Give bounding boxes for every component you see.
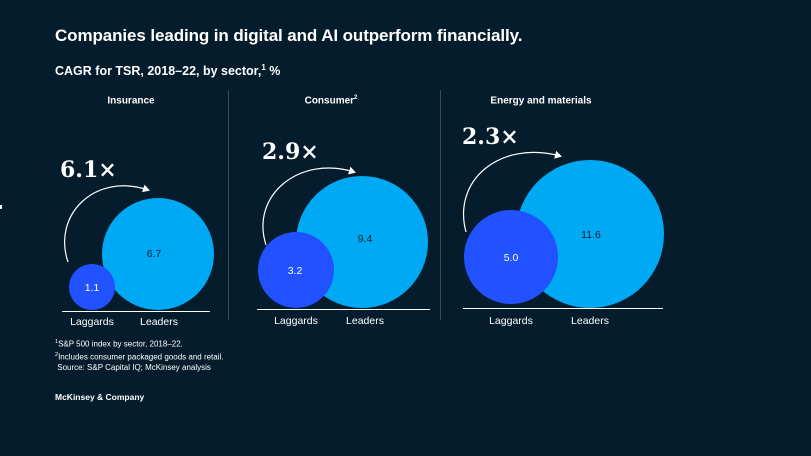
panel-title-insurance: Insurance bbox=[31, 95, 231, 106]
subtitle-footnote-ref: 1 bbox=[261, 63, 266, 72]
axis-label-laggards-energy: Laggards bbox=[489, 315, 533, 327]
footnote-source-text: Source: S&P Capital IQ; McKinsey analysi… bbox=[57, 363, 211, 373]
footnotes: 1S&P 500 index by sector, 2018–22. 2Incl… bbox=[55, 337, 224, 374]
chart-title: Companies leading in digital and AI outp… bbox=[55, 26, 523, 45]
footnote-2: 2Includes consumer packaged goods and re… bbox=[55, 350, 224, 363]
bubble-label-leaders-energy: 11.6 bbox=[581, 229, 601, 241]
brand-logo-text: McKinsey & Company bbox=[55, 392, 145, 402]
panel-divider-1 bbox=[228, 90, 229, 320]
bubble-label-laggards-insurance: 1.1 bbox=[85, 282, 100, 294]
panel-title-text: Insurance bbox=[107, 95, 155, 107]
baseline-consumer bbox=[257, 309, 430, 310]
chart-subtitle: CAGR for TSR, 2018–22, by sector,1 % bbox=[55, 63, 280, 78]
bubble-laggards-energy bbox=[464, 210, 558, 304]
panel-title-consumer: Consumer2 bbox=[231, 95, 431, 106]
edge-mark bbox=[0, 205, 2, 209]
panel-title-text: Energy and materials bbox=[490, 95, 592, 107]
bubble-laggards-consumer bbox=[258, 232, 334, 308]
panel-title-sup: 2 bbox=[354, 95, 358, 101]
multiplier-consumer: 2.9× bbox=[262, 139, 319, 165]
axis-label-leaders-consumer: Leaders bbox=[346, 315, 384, 327]
bubble-label-laggards-energy: 5.0 bbox=[504, 252, 519, 264]
axis-label-leaders-energy: Leaders bbox=[571, 315, 609, 327]
axis-label-leaders-insurance: Leaders bbox=[140, 316, 178, 328]
arrow-energy bbox=[463, 150, 562, 233]
bubble-label-leaders-insurance: 6.7 bbox=[147, 248, 162, 260]
arrow-insurance bbox=[64, 184, 150, 263]
multiplier-insurance: 6.1× bbox=[60, 157, 117, 183]
footnote-2-sup: 2 bbox=[55, 352, 59, 359]
footnote-1-sup: 1 bbox=[55, 339, 59, 345]
footnote-2-text: Includes consumer packaged goods and ret… bbox=[58, 352, 224, 362]
axis-label-laggards-insurance: Laggards bbox=[70, 316, 114, 328]
baseline-insurance bbox=[62, 311, 210, 312]
axis-label-laggards-consumer: Laggards bbox=[274, 315, 318, 327]
panel-title-energy: Energy and materials bbox=[441, 95, 641, 106]
arrow-consumer bbox=[262, 166, 356, 246]
footnote-1: 1S&P 500 index by sector, 2018–22. bbox=[55, 337, 224, 350]
baseline-energy bbox=[463, 308, 663, 309]
multiplier-energy: 2.3× bbox=[462, 124, 519, 150]
panel-title-text: Consumer bbox=[304, 95, 355, 107]
bubble-label-leaders-consumer: 9.4 bbox=[358, 233, 373, 245]
subtitle-text: CAGR for TSR, 2018–22, by sector, bbox=[55, 64, 262, 79]
panel-divider-2 bbox=[440, 90, 441, 320]
footnote-1-text: S&P 500 index by sector, 2018–22. bbox=[58, 339, 183, 349]
bubble-leaders-insurance bbox=[102, 198, 214, 310]
subtitle-unit: % bbox=[265, 64, 281, 79]
footnote-source: Source: S&P Capital IQ; McKinsey analysi… bbox=[55, 363, 224, 374]
bubble-laggards-insurance bbox=[69, 264, 115, 310]
bubble-label-laggards-consumer: 3.2 bbox=[288, 265, 303, 277]
